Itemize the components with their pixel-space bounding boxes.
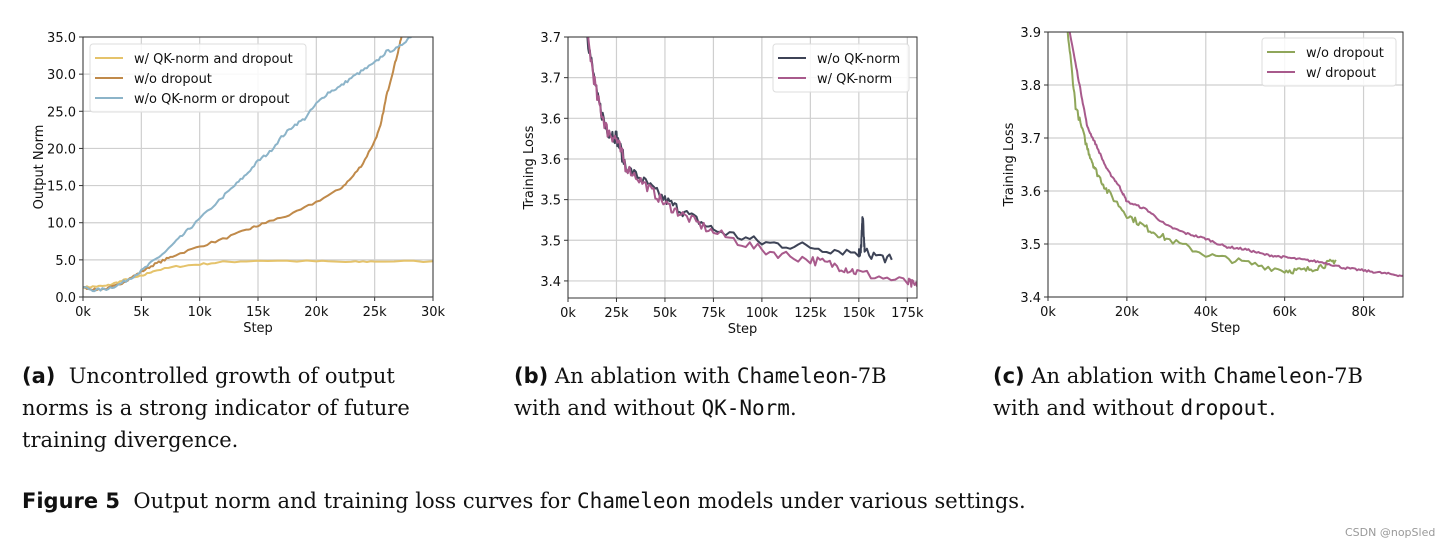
caption-b-model: Chameleon	[736, 364, 851, 388]
y-tick-label: 20.0	[47, 142, 76, 157]
figure-caption-text: Output norm and training loss curves for	[133, 489, 578, 513]
y-tick-label: 3.7	[540, 31, 561, 46]
figure-caption-model: Chameleon	[577, 489, 691, 513]
y-axis-label: Output Norm	[32, 125, 47, 210]
caption-b-text: with and without	[514, 396, 702, 420]
legend-label: w/ dropout	[1306, 66, 1376, 81]
y-tick-label: 0.0	[55, 291, 76, 306]
y-tick-label: 5.0	[55, 254, 76, 269]
caption-b-code: QK-Norm	[701, 396, 790, 420]
caption-c-model: Chameleon	[1213, 364, 1328, 388]
x-tick-label: 5k	[133, 305, 149, 320]
x-tick-label: 150k	[843, 306, 876, 321]
caption-b-label: (b)	[514, 364, 549, 388]
x-tick-label: 0k	[75, 305, 91, 320]
y-tick-label: 3.8	[1020, 79, 1041, 94]
plot-frame	[1047, 31, 1404, 298]
plot-frame	[567, 36, 918, 299]
legend-label: w/ QK-norm	[817, 72, 892, 87]
y-tick-label: 3.5	[540, 234, 561, 249]
y-tick-label: 3.6	[1020, 185, 1041, 200]
y-tick-label: 3.4	[540, 275, 561, 290]
legend-label: w/o dropout	[1306, 46, 1384, 61]
x-axis-label: Step	[728, 322, 758, 337]
series-line	[1066, 32, 1337, 275]
x-tick-label: 0k	[1040, 305, 1056, 320]
series-line	[587, 37, 917, 288]
y-tick-label: 3.7	[1020, 132, 1041, 147]
caption-a-line: training divergence.	[22, 428, 239, 452]
y-tick-label: 15.0	[47, 180, 76, 195]
x-tick-label: 25k	[363, 305, 388, 320]
y-tick-label: 3.6	[540, 153, 561, 168]
figure-caption: Figure 5 Output norm and training loss c…	[22, 485, 1322, 517]
y-tick-label: 35.0	[47, 31, 76, 46]
y-tick-label: 30.0	[47, 68, 76, 83]
x-tick-label: 80k	[1352, 305, 1377, 320]
legend	[772, 43, 910, 93]
caption-c-code: dropout	[1180, 396, 1269, 420]
x-tick-label: 0k	[560, 306, 576, 321]
series-line	[83, 259, 433, 290]
x-tick-label: 40k	[1194, 305, 1219, 320]
x-tick-label: 20k	[1115, 305, 1140, 320]
series-line	[1068, 32, 1403, 278]
x-tick-label: 15k	[246, 305, 271, 320]
y-tick-label: 10.0	[47, 217, 76, 232]
y-tick-label: 3.4	[1020, 291, 1041, 306]
figure-label: Figure 5	[22, 489, 121, 513]
y-tick-label: 3.6	[540, 112, 561, 127]
x-tick-label: 175k	[891, 306, 924, 321]
caption-b-text: An ablation with	[554, 364, 737, 388]
caption-b-text: -7B	[850, 364, 887, 388]
caption-b: (b) An ablation with Chameleon-7B with a…	[514, 360, 954, 424]
legend-label: w/o dropout	[134, 72, 212, 87]
x-tick-label: 10k	[188, 305, 213, 320]
x-tick-label: 60k	[1273, 305, 1298, 320]
caption-b-text: .	[789, 396, 797, 420]
x-axis-label: Step	[243, 321, 273, 336]
caption-c-text: An ablation with	[1031, 364, 1214, 388]
y-tick-label: 3.7	[540, 72, 561, 87]
x-tick-label: 100k	[746, 306, 779, 321]
legend	[89, 43, 307, 113]
caption-c-text: .	[1268, 396, 1276, 420]
x-tick-label: 30k	[421, 305, 446, 320]
x-tick-label: 20k	[304, 305, 329, 320]
watermark: CSDN @nopSled	[1345, 526, 1436, 539]
series-line	[83, 37, 413, 293]
y-tick-label: 3.9	[1020, 26, 1041, 41]
y-tick-label: 3.5	[1020, 238, 1041, 253]
y-tick-label: 25.0	[47, 105, 76, 120]
x-axis-label: Step	[1211, 321, 1241, 336]
y-axis-label: Training Loss	[522, 125, 537, 210]
caption-c-label: (c)	[993, 364, 1025, 388]
y-tick-label: 3.5	[540, 194, 561, 209]
legend-label: w/o QK-norm or dropout	[134, 92, 290, 107]
caption-a-label: (a)	[22, 364, 56, 388]
legend	[1261, 37, 1397, 87]
plot-frame	[82, 36, 434, 298]
caption-a-line: norms is a strong indicator of future	[22, 396, 410, 420]
caption-c-text: with and without	[993, 396, 1181, 420]
figure-caption-text: models under various settings.	[690, 489, 1026, 513]
x-tick-label: 75k	[701, 306, 726, 321]
caption-c: (c) An ablation with Chameleon-7B with a…	[993, 360, 1443, 424]
x-tick-label: 125k	[794, 306, 827, 321]
x-tick-label: 50k	[653, 306, 678, 321]
legend-label: w/o QK-norm	[817, 52, 900, 67]
y-axis-label: Training Loss	[1002, 122, 1017, 207]
x-tick-label: 25k	[604, 306, 629, 321]
caption-a-line: Uncontrolled growth of output	[68, 364, 395, 388]
caption-c-text: -7B	[1327, 364, 1363, 388]
caption-a: (a) Uncontrolled growth of output norms …	[22, 360, 462, 456]
legend-label: w/ QK-norm and dropout	[134, 52, 293, 67]
